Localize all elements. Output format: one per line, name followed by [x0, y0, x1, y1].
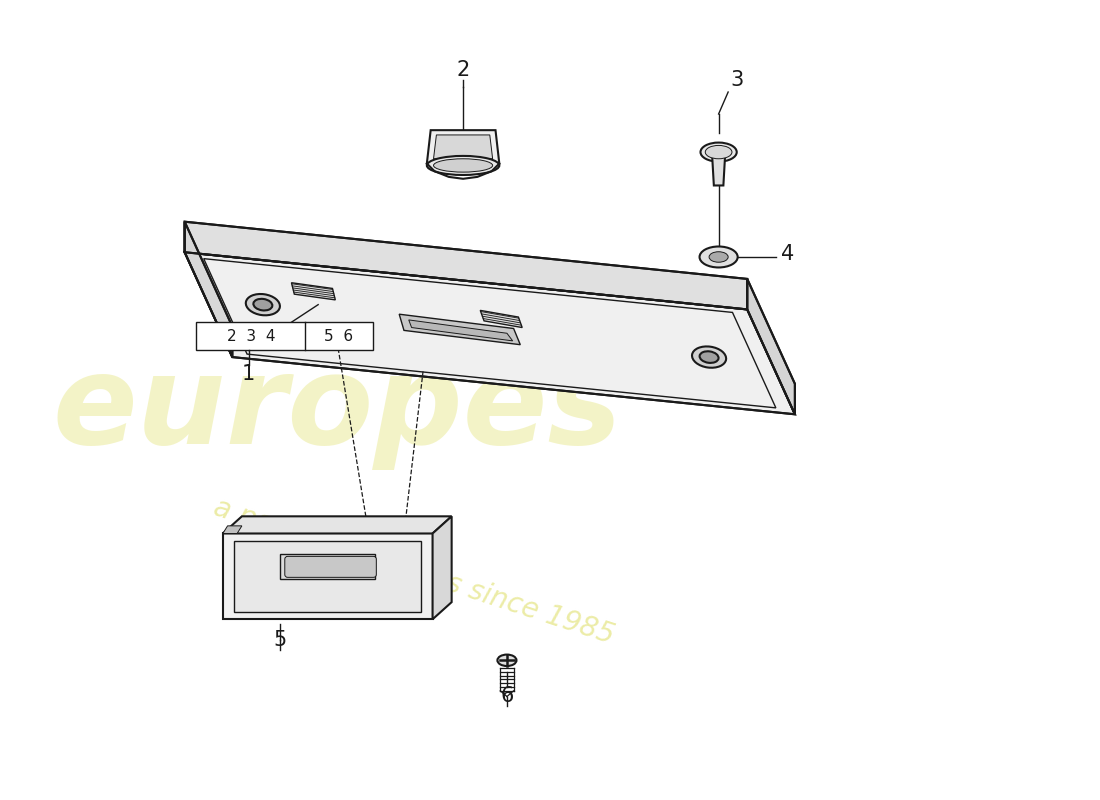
- Polygon shape: [399, 314, 520, 345]
- Polygon shape: [185, 222, 232, 357]
- Polygon shape: [234, 541, 421, 612]
- Polygon shape: [747, 279, 795, 414]
- Ellipse shape: [700, 246, 738, 267]
- Ellipse shape: [710, 252, 728, 262]
- Text: 6: 6: [500, 686, 514, 706]
- Polygon shape: [433, 135, 493, 158]
- Polygon shape: [481, 310, 522, 327]
- Text: 1: 1: [242, 364, 255, 384]
- Polygon shape: [712, 152, 725, 186]
- Bar: [196, 322, 373, 350]
- Ellipse shape: [433, 158, 493, 172]
- Text: 2: 2: [456, 60, 470, 80]
- Text: europes: europes: [53, 349, 623, 470]
- Polygon shape: [292, 282, 336, 300]
- Text: 5  6: 5 6: [324, 329, 353, 344]
- Polygon shape: [427, 130, 499, 163]
- Polygon shape: [409, 320, 513, 341]
- Polygon shape: [280, 554, 375, 579]
- Ellipse shape: [245, 294, 279, 315]
- Ellipse shape: [427, 156, 499, 175]
- Ellipse shape: [701, 142, 737, 162]
- Text: a passion for parts since 1985: a passion for parts since 1985: [210, 494, 617, 650]
- Polygon shape: [223, 526, 242, 534]
- Ellipse shape: [700, 351, 718, 363]
- Polygon shape: [432, 516, 452, 619]
- Text: 2  3  4: 2 3 4: [227, 329, 275, 344]
- Text: 5: 5: [274, 630, 287, 650]
- Text: 3: 3: [730, 70, 744, 90]
- Ellipse shape: [705, 146, 732, 158]
- Text: 4: 4: [781, 244, 794, 264]
- Ellipse shape: [497, 654, 517, 666]
- Ellipse shape: [253, 299, 273, 310]
- Ellipse shape: [692, 346, 726, 368]
- Polygon shape: [185, 252, 795, 414]
- Polygon shape: [185, 222, 747, 310]
- FancyBboxPatch shape: [285, 556, 376, 578]
- Polygon shape: [223, 516, 452, 534]
- Polygon shape: [223, 534, 432, 619]
